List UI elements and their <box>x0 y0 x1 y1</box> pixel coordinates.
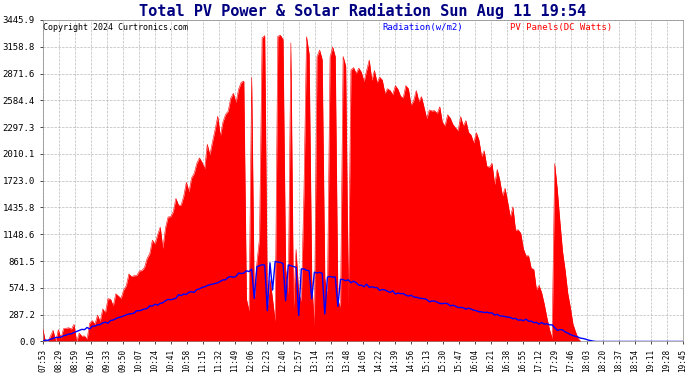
Text: Copyright 2024 Curtronics.com: Copyright 2024 Curtronics.com <box>43 23 188 32</box>
Text: Radiation(w/m2): Radiation(w/m2) <box>382 23 462 32</box>
Text: PV Panels(DC Watts): PV Panels(DC Watts) <box>510 23 612 32</box>
Title: Total PV Power & Solar Radiation Sun Aug 11 19:54: Total PV Power & Solar Radiation Sun Aug… <box>139 3 586 19</box>
